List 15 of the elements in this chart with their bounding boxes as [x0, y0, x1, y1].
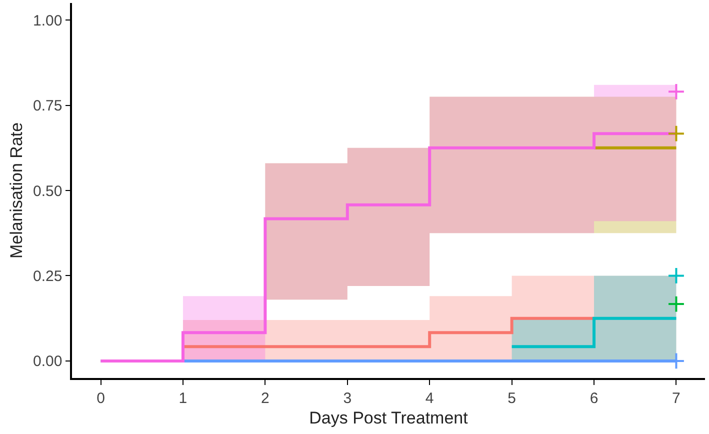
y-tick-label: 0.00 — [33, 353, 62, 370]
y-tick-label: 0.25 — [33, 268, 62, 285]
x-tick-label: 5 — [508, 390, 516, 407]
y-tick-label: 0.75 — [33, 98, 62, 115]
x-axis-title: Days Post Treatment — [309, 408, 468, 428]
x-tick-label: 7 — [672, 390, 680, 407]
y-axis-title: Melanisation Rate — [7, 122, 26, 259]
x-tick-label: 1 — [178, 390, 188, 407]
x-tick-label: 0 — [96, 390, 105, 407]
y-tick-label: 1.00 — [33, 12, 62, 30]
y-tick-label: 0.50 — [33, 182, 62, 200]
x-tick-label: 6 — [590, 390, 598, 407]
x-tick-label: 2 — [261, 390, 270, 407]
x-tick-label: 4 — [425, 390, 434, 407]
x-tick-label: 3 — [343, 390, 352, 407]
